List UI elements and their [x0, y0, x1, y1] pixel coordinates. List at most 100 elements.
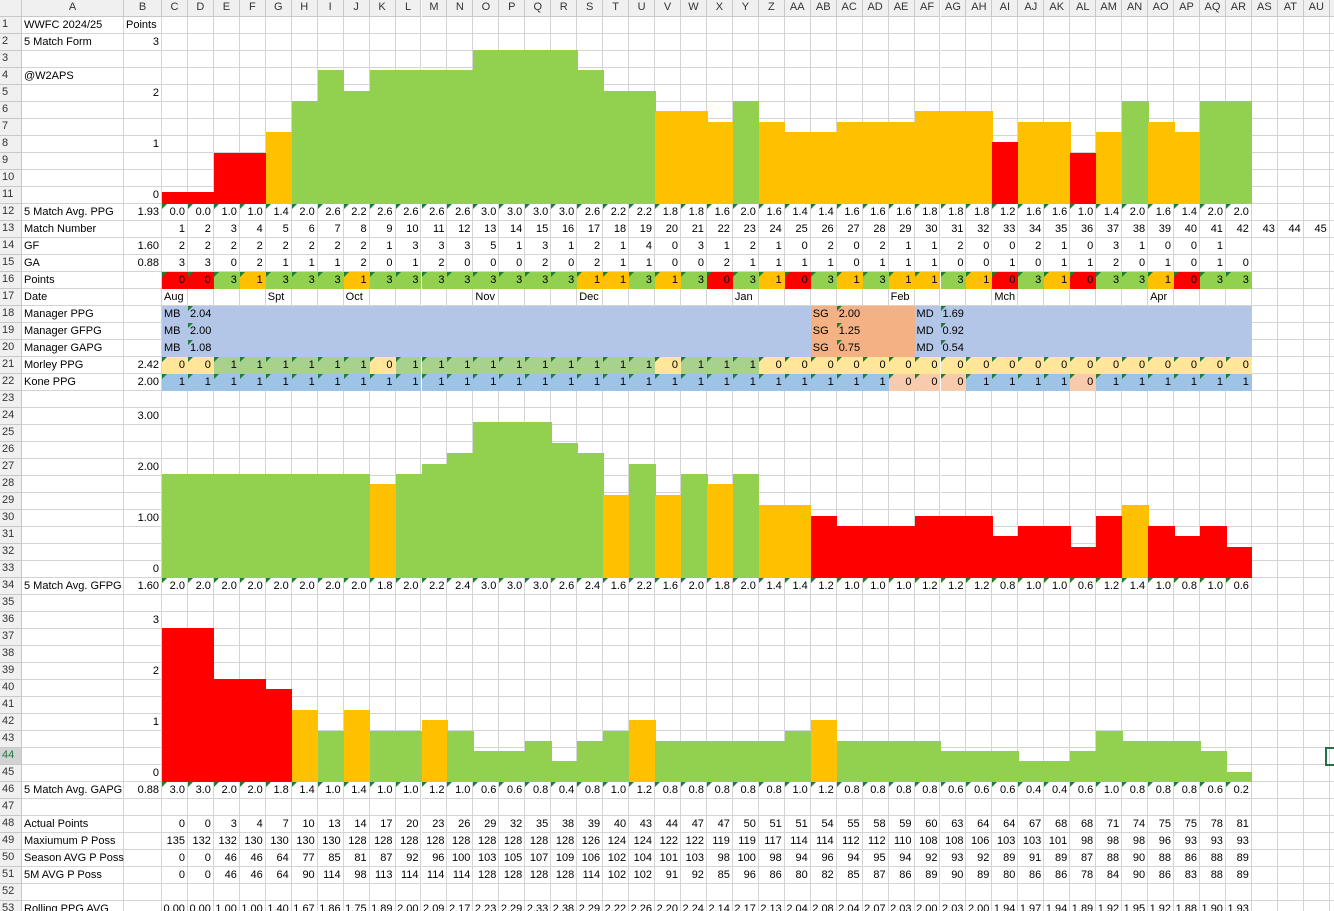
grid-cell[interactable] [1174, 646, 1200, 663]
grid-cell[interactable] [577, 884, 604, 901]
grid-cell[interactable] [421, 238, 448, 255]
grid-cell[interactable] [124, 391, 162, 408]
grid-cell[interactable] [810, 425, 837, 442]
grid-cell[interactable] [421, 289, 448, 306]
grid-cell[interactable] [22, 170, 124, 187]
grid-cell[interactable] [706, 629, 733, 646]
row-header[interactable]: 12 [0, 204, 22, 221]
row-header[interactable]: 18 [0, 306, 22, 323]
grid-cell[interactable] [966, 612, 993, 629]
grid-cell[interactable] [603, 697, 630, 714]
grid-cell[interactable] [1251, 119, 1278, 136]
grid-cell[interactable] [1303, 187, 1330, 204]
grid-cell[interactable] [421, 425, 448, 442]
grid-cell[interactable] [784, 34, 811, 51]
grid-cell[interactable] [1225, 731, 1252, 748]
grid-cell[interactable] [213, 238, 240, 255]
grid-cell[interactable] [22, 323, 124, 340]
grid-cell[interactable] [966, 663, 993, 680]
column-header[interactable]: AI [992, 0, 1019, 17]
grid-cell[interactable] [862, 204, 889, 221]
grid-cell[interactable] [758, 595, 785, 612]
grid-cell[interactable] [1251, 833, 1278, 850]
grid-cell[interactable] [1200, 663, 1226, 680]
column-header[interactable]: B [124, 0, 162, 17]
grid-cell[interactable] [784, 884, 811, 901]
grid-cell[interactable] [914, 289, 941, 306]
grid-cell[interactable] [162, 51, 188, 68]
grid-cell[interactable] [1200, 510, 1226, 527]
grid-cell[interactable] [914, 884, 941, 901]
grid-cell[interactable] [447, 697, 474, 714]
grid-cell[interactable] [22, 306, 124, 323]
grid-cell[interactable] [525, 799, 552, 816]
grid-cell[interactable] [940, 595, 967, 612]
grid-cell[interactable] [914, 391, 941, 408]
grid-cell[interactable] [265, 68, 292, 85]
grid-cell[interactable] [1122, 884, 1149, 901]
grid-cell[interactable] [239, 816, 266, 833]
grid-cell[interactable] [239, 119, 266, 136]
grid-cell[interactable] [1122, 442, 1149, 459]
grid-cell[interactable] [914, 255, 941, 272]
grid-cell[interactable] [1303, 34, 1330, 51]
grid-cell[interactable] [22, 680, 124, 697]
column-header[interactable]: U [629, 0, 656, 17]
grid-cell[interactable] [124, 102, 162, 119]
grid-cell[interactable] [124, 221, 162, 238]
grid-cell[interactable] [499, 612, 526, 629]
grid-cell[interactable] [187, 782, 214, 799]
grid-cell[interactable] [317, 17, 344, 34]
grid-cell[interactable] [395, 51, 422, 68]
grid-cell[interactable] [1225, 238, 1252, 255]
grid-cell[interactable] [1018, 629, 1045, 646]
grid-cell[interactable] [124, 238, 162, 255]
grid-cell[interactable] [1070, 680, 1097, 697]
grid-cell[interactable] [1225, 578, 1252, 595]
grid-cell[interactable] [447, 221, 474, 238]
grid-cell[interactable] [681, 391, 707, 408]
grid-cell[interactable] [473, 799, 500, 816]
grid-cell[interactable] [1070, 119, 1097, 136]
grid-cell[interactable] [1148, 578, 1175, 595]
grid-cell[interactable] [124, 850, 162, 867]
grid-cell[interactable] [343, 646, 370, 663]
grid-cell[interactable] [810, 680, 837, 697]
grid-cell[interactable] [706, 595, 733, 612]
grid-cell[interactable] [473, 816, 500, 833]
grid-cell[interactable] [862, 34, 889, 51]
grid-cell[interactable] [317, 408, 344, 425]
grid-cell[interactable] [1252, 901, 1278, 911]
grid-cell[interactable] [577, 255, 604, 272]
grid-cell[interactable] [291, 51, 318, 68]
grid-cell[interactable] [655, 204, 681, 221]
grid-cell[interactable] [862, 289, 889, 306]
grid-cell[interactable] [317, 884, 344, 901]
grid-cell[interactable] [888, 510, 915, 527]
grid-cell[interactable] [1303, 850, 1330, 867]
grid-cell[interactable] [810, 442, 837, 459]
grid-cell[interactable] [992, 289, 1019, 306]
grid-cell[interactable] [1303, 323, 1330, 340]
grid-cell[interactable] [1018, 255, 1045, 272]
grid-cell[interactable] [124, 272, 162, 289]
grid-cell[interactable] [940, 442, 967, 459]
grid-cell[interactable] [758, 391, 785, 408]
grid-cell[interactable] [914, 697, 941, 714]
grid-cell[interactable] [187, 595, 214, 612]
grid-cell[interactable] [265, 816, 292, 833]
grid-cell[interactable] [784, 646, 811, 663]
grid-cell[interactable] [187, 238, 214, 255]
row-header[interactable]: 48 [0, 816, 22, 833]
grid-cell[interactable] [1329, 136, 1334, 153]
grid-cell[interactable] [343, 782, 370, 799]
grid-cell[interactable] [213, 663, 240, 680]
grid-cell[interactable] [758, 204, 785, 221]
grid-cell[interactable] [1277, 561, 1304, 578]
grid-cell[interactable] [291, 221, 318, 238]
grid-cell[interactable] [499, 255, 526, 272]
grid-cell[interactable] [1018, 731, 1045, 748]
grid-cell[interactable] [992, 85, 1019, 102]
grid-cell[interactable] [862, 578, 889, 595]
grid-cell[interactable] [1044, 799, 1071, 816]
